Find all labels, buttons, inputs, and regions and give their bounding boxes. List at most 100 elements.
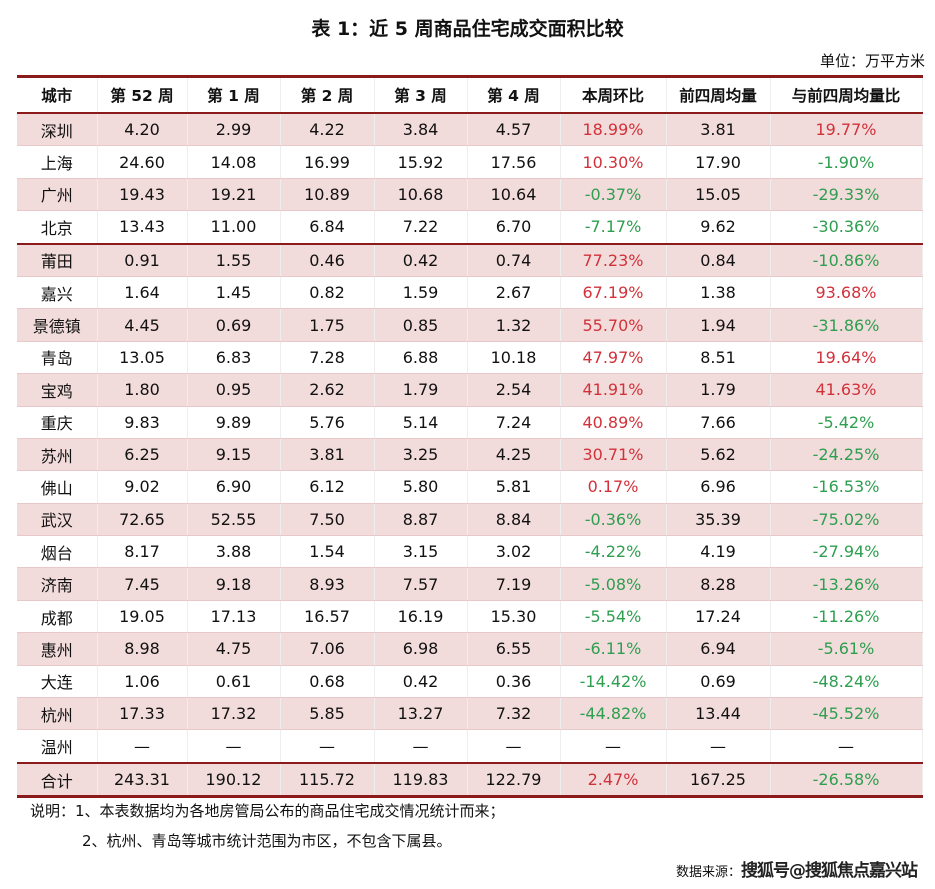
value-cell: 3.02 — [467, 535, 561, 569]
value-cell: 1.75 — [280, 308, 375, 342]
value-cell: 7.57 — [374, 567, 468, 601]
value-cell: 17.32 — [187, 697, 281, 731]
value-cell: -13.26% — [770, 567, 923, 601]
value-cell: 6.12 — [280, 470, 375, 504]
value-cell: 5.85 — [280, 697, 375, 731]
value-cell: 8.84 — [467, 503, 561, 537]
value-cell: 3.84 — [374, 113, 468, 147]
value-cell: 1.38 — [666, 276, 771, 310]
table-row: 杭州 17.33 17.32 5.85 13.27 7.32 -44.82% 13.44 -45… — [17, 697, 923, 731]
value-cell: -4.22% — [560, 535, 667, 569]
value-cell: 19.43 — [97, 178, 188, 212]
value-cell: 0.95 — [187, 373, 281, 407]
value-cell: 3.15 — [374, 535, 468, 569]
column-header: 第 1 周 — [187, 76, 281, 113]
note-2: 2、杭州、青岛等城市统计范围为市区，不包含下属县。 — [82, 832, 452, 850]
table-row: 嘉兴 1.64 1.45 0.82 1.59 2.67 67.19% 1.38 93.68% — [17, 276, 923, 310]
value-cell: 0.61 — [187, 665, 281, 699]
watermark: 搜狐号@搜狐焦点嘉兴站 — [741, 861, 918, 881]
city-cell: 景德镇 — [17, 308, 98, 342]
value-cell: -27.94% — [770, 535, 923, 569]
value-cell: 2.54 — [467, 373, 561, 407]
value-cell: 0.69 — [187, 308, 281, 342]
value-cell: -48.24% — [770, 665, 923, 699]
value-cell: -30.36% — [770, 210, 923, 245]
city-cell: 杭州 — [17, 697, 98, 731]
value-cell: 1.79 — [666, 373, 771, 407]
data-table: 城市第 52 周第 1 周第 2 周第 3 周第 4 周本周环比 前四周均量 与前四… — [17, 75, 923, 799]
value-cell: 7.06 — [280, 632, 375, 666]
value-cell: 0.91 — [97, 242, 188, 277]
value-cell: -29.33% — [770, 178, 923, 212]
value-cell: 72.65 — [97, 503, 188, 537]
city-cell: 大连 — [17, 665, 98, 699]
value-cell: 167.25 — [666, 761, 771, 799]
value-cell: 0.74 — [467, 242, 561, 277]
value-cell: 6.94 — [666, 632, 771, 666]
value-cell: 9.89 — [187, 406, 281, 439]
city-cell: 莆田 — [17, 242, 98, 277]
note-1: 说明：1、本表数据均为各地房管局公布的商品住宅成交情况统计而来； — [30, 802, 505, 820]
table-row: 合计 243.31 190.12 115.72 119.83 122.79 2.47% 167… — [17, 761, 923, 799]
value-cell: 9.62 — [666, 210, 771, 245]
value-cell: 1.59 — [374, 276, 468, 310]
value-cell: 17.90 — [666, 145, 771, 179]
value-cell: — — [97, 729, 188, 764]
value-cell: 0.46 — [280, 242, 375, 277]
value-cell: -6.11% — [560, 632, 667, 666]
value-cell: 17.56 — [467, 145, 561, 179]
value-cell: — — [560, 729, 667, 764]
value-cell: 10.64 — [467, 178, 561, 212]
table-row: 宝鸡 1.80 0.95 2.62 1.79 2.54 41.91% 1.79 41.63% — [17, 373, 923, 407]
value-cell: 3.81 — [666, 113, 771, 147]
value-cell: -0.36% — [560, 503, 667, 537]
city-cell: 广州 — [17, 178, 98, 212]
value-cell: 16.19 — [374, 600, 468, 634]
table-row: 苏州 6.25 9.15 3.81 3.25 4.25 30.71% 5.62 -24.25% — [17, 438, 923, 472]
value-cell: — — [280, 729, 375, 764]
value-cell: 1.80 — [97, 373, 188, 407]
city-cell: 温州 — [17, 729, 98, 764]
value-cell: -11.26% — [770, 600, 923, 634]
column-header: 第 3 周 — [374, 76, 468, 113]
value-cell: 6.55 — [467, 632, 561, 666]
value-cell: 13.43 — [97, 210, 188, 245]
value-cell: -45.52% — [770, 697, 923, 731]
value-cell: 0.42 — [374, 242, 468, 277]
city-cell: 青岛 — [17, 341, 98, 375]
value-cell: 10.18 — [467, 341, 561, 375]
value-cell: 40.89% — [560, 406, 667, 439]
value-cell: -5.08% — [560, 567, 667, 601]
city-cell: 嘉兴 — [17, 276, 98, 310]
value-cell: 3.88 — [187, 535, 281, 569]
value-cell: 9.83 — [97, 406, 188, 439]
value-cell: 6.98 — [374, 632, 468, 666]
value-cell: -5.54% — [560, 600, 667, 634]
value-cell: -16.53% — [770, 470, 923, 504]
value-cell: 18.99% — [560, 113, 667, 147]
value-cell: 4.22 — [280, 113, 375, 147]
value-cell: 7.28 — [280, 341, 375, 375]
value-cell: 8.28 — [666, 567, 771, 601]
value-cell: 67.19% — [560, 276, 667, 310]
value-cell: 1.06 — [97, 665, 188, 699]
value-cell: -10.86% — [770, 242, 923, 277]
value-cell: 7.22 — [374, 210, 468, 245]
value-cell: 3.25 — [374, 438, 468, 472]
unit-label: 单位：万平方米 — [819, 52, 925, 70]
column-header: 第 4 周 — [467, 76, 561, 113]
value-cell: 1.32 — [467, 308, 561, 342]
city-cell: 佛山 — [17, 470, 98, 504]
value-cell: 0.42 — [374, 665, 468, 699]
value-cell: 4.19 — [666, 535, 771, 569]
column-header: 第 52 周 — [97, 76, 188, 113]
value-cell: 19.05 — [97, 600, 188, 634]
value-cell: 122.79 — [467, 761, 561, 799]
value-cell: 41.63% — [770, 373, 923, 407]
table-row: 济南 7.45 9.18 8.93 7.57 7.19 -5.08% 8.28 -13.26% — [17, 567, 923, 601]
value-cell: 0.84 — [666, 242, 771, 277]
value-cell: 13.05 — [97, 341, 188, 375]
value-cell: 8.51 — [666, 341, 771, 375]
value-cell: 17.33 — [97, 697, 188, 731]
value-cell: 5.14 — [374, 406, 468, 439]
